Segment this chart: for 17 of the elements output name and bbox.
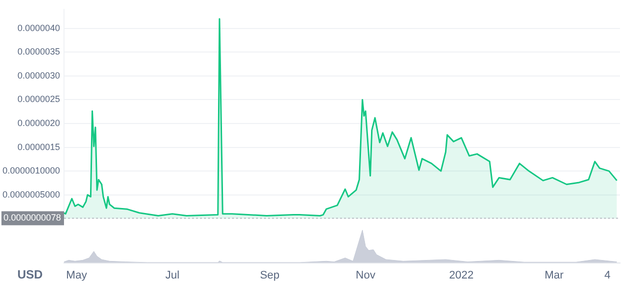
x-tick-label: May xyxy=(66,269,88,282)
y-tick-label: 0.0000005000 xyxy=(2,189,60,200)
y-tick-label: 0.0000030 xyxy=(17,70,60,80)
x-tick-label: Sep xyxy=(260,269,280,282)
y-tick-label: 0.0000040 xyxy=(17,22,60,33)
y-tick-label: 0.0000025 xyxy=(17,94,60,104)
x-tick-label: 2022 xyxy=(449,269,474,282)
x-tick-label: 4 xyxy=(604,269,610,282)
y-tick-label: 0.0000035 xyxy=(17,46,60,57)
text: USD xyxy=(17,267,43,282)
x-tick-label: Nov xyxy=(356,269,376,282)
x-tick-label: Mar xyxy=(544,269,564,282)
y-tick-label: 0.0000015 xyxy=(17,142,60,152)
x-tick-label: Jul xyxy=(165,269,180,282)
ref-line-label: 0.0000000078 xyxy=(3,212,61,223)
y-tick-label: 0.0000020 xyxy=(17,118,60,128)
y-tick-label: 0.0000010000 xyxy=(2,166,60,176)
